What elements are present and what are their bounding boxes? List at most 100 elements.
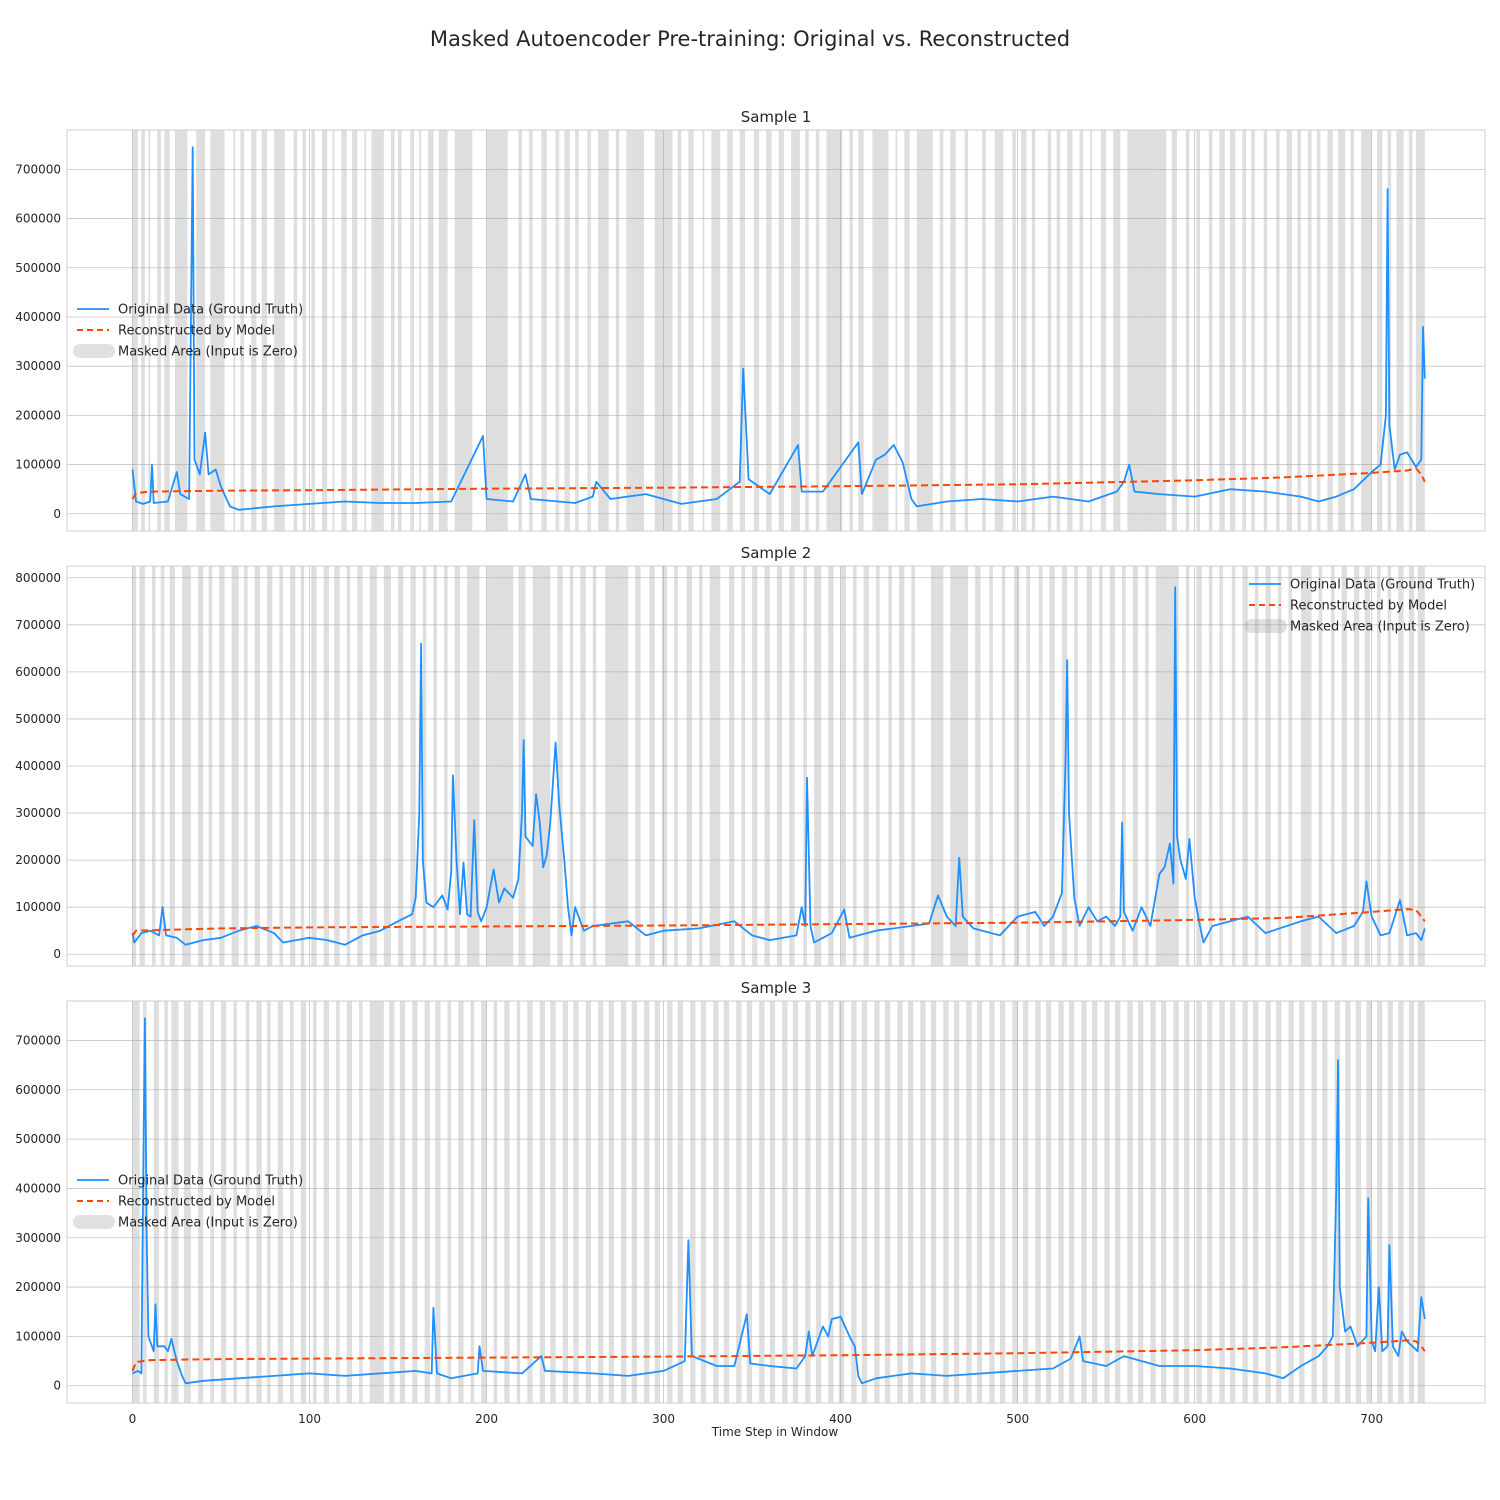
mask-span xyxy=(969,1001,972,1403)
mask-span xyxy=(293,566,296,966)
mask-span xyxy=(566,1001,568,1403)
mask-span xyxy=(341,130,344,531)
mask-span xyxy=(166,1001,168,1403)
mask-span xyxy=(245,566,248,966)
mask-span xyxy=(1346,1001,1349,1403)
mask-span xyxy=(290,566,292,966)
mask-span xyxy=(1400,1001,1402,1403)
mask-span xyxy=(504,130,507,531)
mask-span xyxy=(1001,1001,1004,1403)
mask-span xyxy=(654,1001,657,1403)
mask-span xyxy=(1254,1001,1257,1403)
mask-span xyxy=(957,566,960,966)
mask-span xyxy=(782,1001,784,1403)
mask-span xyxy=(183,130,186,531)
mask-span xyxy=(153,566,156,966)
mask-span xyxy=(428,1001,430,1403)
mask-span xyxy=(768,130,770,531)
mask-span xyxy=(389,566,391,966)
mask-span xyxy=(346,566,349,966)
mask-span xyxy=(1290,1001,1293,1403)
mask-span xyxy=(560,566,563,966)
mask-span xyxy=(1001,566,1004,966)
mask-span xyxy=(236,566,239,966)
mask-span xyxy=(1026,1001,1029,1403)
mask-span xyxy=(840,566,843,966)
mask-span xyxy=(1244,566,1247,966)
x-tick-label: 400 xyxy=(829,1412,852,1426)
mask-span xyxy=(132,566,135,966)
mask-span xyxy=(580,566,583,966)
mask-span xyxy=(1417,566,1420,966)
mask-span xyxy=(1387,1001,1390,1403)
mask-span xyxy=(881,130,884,531)
legend: Original Data (Ground Truth) Reconstructe… xyxy=(73,1174,303,1231)
mask-span xyxy=(1123,566,1126,966)
mask-span xyxy=(1357,566,1360,966)
mask-span xyxy=(1150,1001,1153,1403)
mask-span xyxy=(392,1001,395,1403)
mask-span xyxy=(964,566,967,966)
mask-span xyxy=(727,1001,730,1403)
mask-span xyxy=(1398,1001,1401,1403)
mask-span xyxy=(989,566,992,966)
mask-span xyxy=(314,1001,317,1403)
mask-span xyxy=(475,566,478,966)
mask-span xyxy=(598,1001,600,1403)
mask-span xyxy=(461,130,464,531)
mask-span xyxy=(952,130,954,531)
mask-span xyxy=(888,1001,891,1403)
mask-span xyxy=(263,130,266,531)
mask-span xyxy=(1254,566,1257,966)
mask-span xyxy=(725,1001,728,1403)
mask-span xyxy=(1130,1001,1133,1403)
mask-span xyxy=(1070,130,1073,531)
mask-span xyxy=(1159,566,1162,966)
mask-span xyxy=(792,130,795,531)
mask-span xyxy=(493,1001,496,1403)
mask-span xyxy=(1398,130,1401,531)
mask-span xyxy=(637,566,639,966)
mask-span xyxy=(1099,566,1101,966)
mask-span xyxy=(773,1001,776,1403)
mask-span xyxy=(327,1001,330,1403)
mask-span xyxy=(1003,1001,1006,1403)
mask-span xyxy=(148,130,151,531)
mask-span xyxy=(1277,130,1280,531)
mask-span xyxy=(633,130,636,531)
mask-span xyxy=(750,1001,753,1403)
mask-span xyxy=(1061,566,1064,966)
y-tick-label: 400000 xyxy=(15,759,61,773)
mask-span xyxy=(941,566,944,966)
mask-span xyxy=(490,566,492,966)
mask-span xyxy=(661,566,664,966)
mask-span xyxy=(959,566,961,966)
mask-span xyxy=(336,1001,338,1403)
mask-span xyxy=(943,1001,946,1403)
mask-span xyxy=(413,566,416,966)
axes-frame xyxy=(66,1000,1486,1404)
mask-span xyxy=(380,1001,383,1403)
mask-span xyxy=(911,1001,914,1403)
mask-span xyxy=(176,130,179,531)
mask-span xyxy=(808,1001,811,1403)
x-tick-label: 100 xyxy=(298,1412,321,1426)
mask-span xyxy=(860,130,862,531)
mask-span xyxy=(753,566,756,966)
mask-span xyxy=(221,566,223,966)
mask-span xyxy=(1380,1001,1383,1403)
mask-span xyxy=(488,130,491,531)
mask-span xyxy=(493,566,496,966)
mask-span xyxy=(1339,130,1342,531)
mask-span xyxy=(1056,130,1059,531)
mask-span xyxy=(504,1001,507,1403)
mask-span xyxy=(675,566,678,966)
mask-span xyxy=(143,130,145,531)
mask-span xyxy=(911,566,914,966)
mask-span xyxy=(631,1001,634,1403)
y-tick-label: 300000 xyxy=(15,806,61,820)
mask-span xyxy=(879,130,882,531)
mask-span xyxy=(937,566,940,966)
original-data-line xyxy=(132,1017,1426,1385)
mask-span xyxy=(1072,1001,1075,1403)
